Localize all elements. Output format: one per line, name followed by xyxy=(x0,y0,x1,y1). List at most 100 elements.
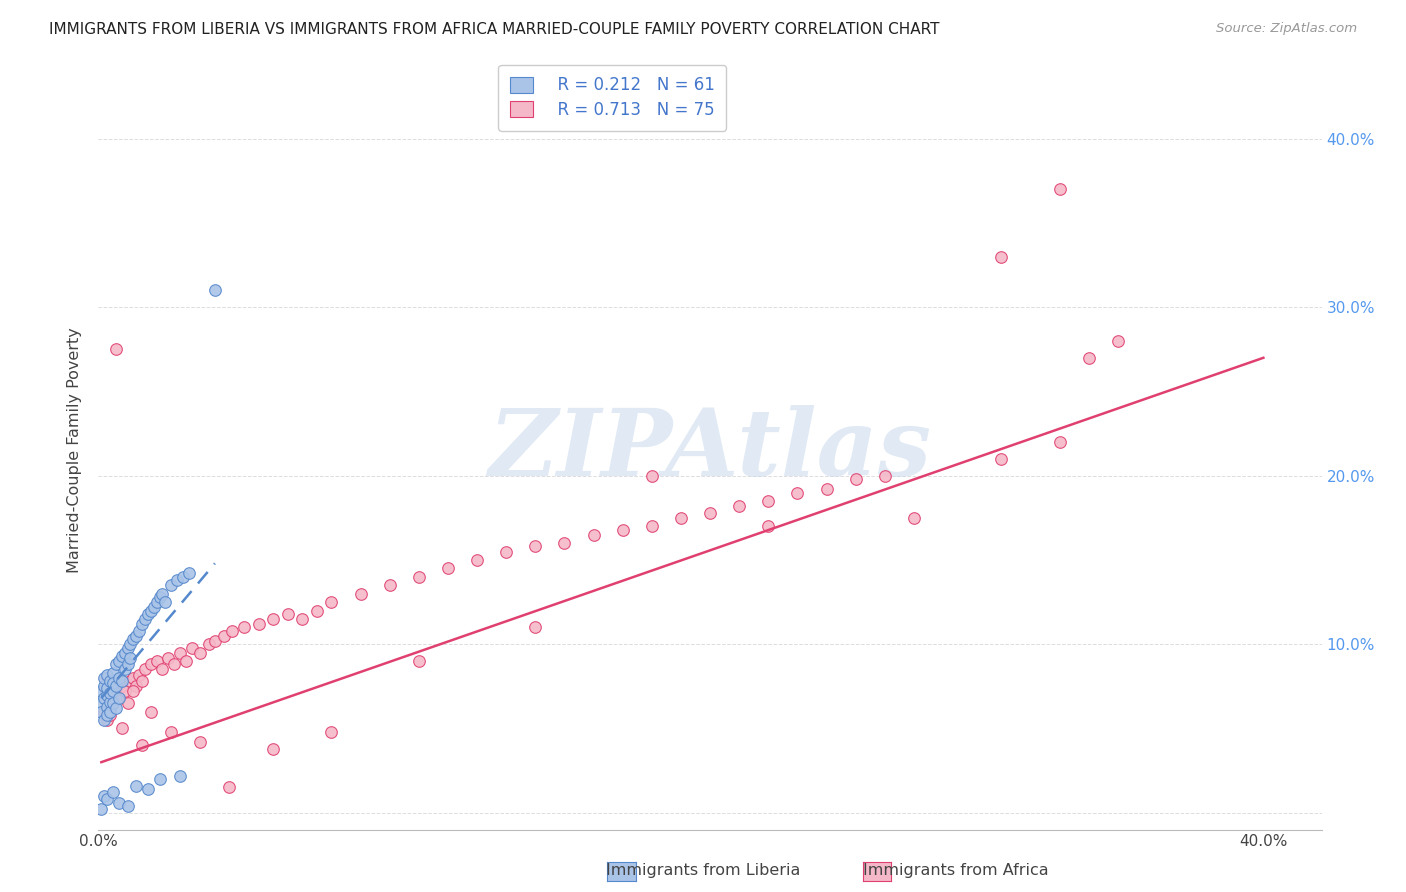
Point xyxy=(117,657,139,672)
Point xyxy=(111,674,134,689)
Point xyxy=(134,663,156,677)
Point xyxy=(125,779,148,793)
Point xyxy=(142,600,165,615)
Point xyxy=(98,708,121,723)
Point xyxy=(101,676,124,690)
Point xyxy=(104,657,127,672)
Point xyxy=(169,769,191,783)
Point xyxy=(990,451,1012,466)
Point xyxy=(120,674,142,689)
Point xyxy=(90,705,112,719)
Point xyxy=(136,607,159,621)
Point xyxy=(122,632,145,647)
Point xyxy=(128,624,150,638)
Point xyxy=(93,789,115,803)
Point xyxy=(93,705,115,719)
Point xyxy=(101,696,124,710)
Point xyxy=(125,629,148,643)
Point xyxy=(495,544,517,558)
Point xyxy=(120,637,142,651)
Point xyxy=(149,772,172,786)
Point xyxy=(131,739,153,753)
Point xyxy=(756,494,779,508)
Point xyxy=(108,796,131,810)
Point xyxy=(111,648,134,663)
Point xyxy=(134,612,156,626)
Point xyxy=(152,663,174,677)
Point xyxy=(188,735,212,749)
Point xyxy=(262,741,284,756)
Point xyxy=(233,620,256,634)
Point xyxy=(524,620,547,634)
Point xyxy=(96,713,118,727)
Point xyxy=(96,671,118,685)
Point xyxy=(108,654,131,668)
Point xyxy=(90,696,112,710)
Point xyxy=(437,561,460,575)
Text: ZIPAtlas: ZIPAtlas xyxy=(488,406,932,495)
Point xyxy=(553,536,575,550)
Point xyxy=(291,612,314,626)
Point xyxy=(98,686,121,700)
Point xyxy=(98,705,121,719)
Point xyxy=(699,506,721,520)
Legend:   R = 0.212   N = 61,   R = 0.713   N = 75: R = 0.212 N = 61, R = 0.713 N = 75 xyxy=(498,64,725,130)
Point xyxy=(349,587,371,601)
Point xyxy=(96,699,118,714)
Point xyxy=(845,472,868,486)
Point xyxy=(139,705,162,719)
Point xyxy=(408,570,430,584)
Point xyxy=(111,722,134,736)
Point xyxy=(152,587,174,601)
Point xyxy=(903,511,925,525)
Point xyxy=(247,617,270,632)
Point xyxy=(104,701,127,715)
Point xyxy=(96,667,118,681)
Point xyxy=(204,284,226,298)
Point xyxy=(321,595,343,609)
Point xyxy=(163,657,186,672)
Point xyxy=(96,688,118,702)
Point xyxy=(180,640,202,655)
Point xyxy=(104,679,127,693)
Point xyxy=(277,607,299,621)
Text: Immigrants from Liberia: Immigrants from Liberia xyxy=(606,863,800,878)
Point xyxy=(139,603,162,617)
Point xyxy=(108,671,131,685)
Point xyxy=(96,708,118,723)
Point xyxy=(98,701,121,715)
Point xyxy=(408,654,430,668)
Point xyxy=(1077,351,1099,365)
Point xyxy=(131,617,153,632)
Point xyxy=(117,640,139,655)
Text: IMMIGRANTS FROM LIBERIA VS IMMIGRANTS FROM AFRICA MARRIED-COUPLE FAMILY POVERTY : IMMIGRANTS FROM LIBERIA VS IMMIGRANTS FR… xyxy=(49,22,939,37)
Point xyxy=(145,595,167,609)
Point xyxy=(101,665,124,680)
Point xyxy=(101,696,124,710)
Point xyxy=(157,650,180,665)
Point xyxy=(305,603,328,617)
Point xyxy=(378,578,401,592)
Point xyxy=(117,799,139,814)
Point xyxy=(145,654,167,668)
Point xyxy=(104,688,127,702)
Point xyxy=(155,595,177,609)
Point xyxy=(524,540,547,554)
Point xyxy=(96,792,118,806)
Point xyxy=(128,667,150,681)
Point xyxy=(188,646,212,660)
Point xyxy=(172,570,194,584)
Point xyxy=(160,578,183,592)
Point xyxy=(166,573,188,587)
Point xyxy=(218,780,240,795)
Point xyxy=(93,713,115,727)
Point xyxy=(108,691,131,706)
Point xyxy=(136,782,159,797)
Point xyxy=(669,511,692,525)
Point xyxy=(149,590,172,604)
Point xyxy=(728,499,751,513)
Point xyxy=(1049,182,1071,196)
Point xyxy=(221,624,243,638)
Point xyxy=(93,671,115,685)
Point xyxy=(160,724,183,739)
